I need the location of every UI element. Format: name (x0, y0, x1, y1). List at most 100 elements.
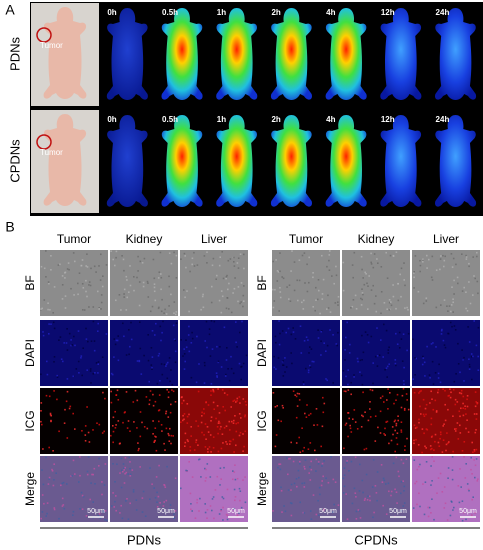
micrograph-texture (400, 429, 403, 431)
micrograph-texture (77, 330, 80, 332)
micrograph-texture (275, 368, 277, 370)
micrograph-texture (234, 464, 236, 466)
time-label: 24h (436, 8, 450, 17)
micrograph-texture (315, 513, 318, 516)
micrograph-texture (195, 381, 198, 384)
micrograph-texture (208, 446, 211, 448)
micrograph-texture (210, 320, 213, 322)
micrograph-texture (414, 482, 416, 485)
micrograph-texture (211, 509, 213, 512)
micrograph-texture (229, 258, 232, 260)
micrograph-texture (186, 415, 189, 418)
micrograph-texture (281, 330, 284, 332)
micrograph-texture (186, 439, 189, 441)
micrograph-texture (418, 418, 420, 421)
column-header: Liver (433, 232, 459, 246)
micrograph-texture (123, 296, 125, 298)
micrograph-texture (227, 368, 229, 370)
micrograph-texture (457, 282, 459, 285)
micrograph-texture (407, 309, 409, 311)
micrograph-texture (451, 286, 453, 288)
micrograph-texture (350, 431, 353, 433)
micrograph-texture (219, 346, 221, 348)
micrograph-texture (379, 432, 382, 434)
micrograph-texture (381, 395, 384, 398)
micrograph-texture (53, 327, 56, 330)
micrograph-texture (237, 286, 240, 288)
micrograph-texture (226, 274, 228, 277)
micrograph-texture (308, 472, 310, 474)
micrograph-texture (394, 450, 396, 453)
micrograph-texture (374, 415, 377, 417)
micrograph-texture (272, 392, 275, 394)
micrograph-texture (173, 517, 175, 519)
micrograph-texture (104, 397, 106, 400)
micrograph-texture (216, 405, 219, 407)
micrograph-texture (112, 416, 115, 419)
micrograph-texture (400, 295, 402, 298)
micrograph-texture (281, 276, 283, 278)
micrograph-texture (190, 508, 192, 511)
micrograph-texture (98, 265, 100, 267)
micrograph-texture (165, 412, 167, 415)
micrograph-texture (462, 395, 465, 398)
micrograph-texture (370, 252, 372, 255)
micrograph-texture (395, 332, 397, 335)
micrograph-texture (226, 297, 228, 299)
micrograph-texture (378, 354, 381, 356)
micrograph-texture (155, 322, 157, 325)
micrograph-texture (387, 352, 390, 354)
micrograph-texture (203, 408, 205, 410)
micrograph-texture (442, 254, 444, 257)
micrograph-texture (440, 329, 443, 332)
micrograph-texture (369, 408, 371, 410)
micrograph-texture (418, 392, 420, 394)
micrograph-texture (471, 514, 473, 516)
micrograph-texture (440, 255, 442, 257)
micrograph-texture (85, 515, 88, 517)
micrograph-texture (88, 281, 91, 283)
micrograph-texture (447, 310, 449, 312)
micrograph-texture (414, 374, 416, 376)
micrograph-texture (277, 466, 279, 469)
micrograph-texture (285, 331, 287, 334)
micrograph-texture (321, 480, 323, 482)
micrograph-texture (117, 399, 120, 401)
micrograph-texture (86, 470, 89, 473)
micrograph-texture (165, 313, 168, 315)
micrograph-texture (432, 408, 435, 411)
micrograph-texture (190, 342, 193, 344)
micrograph-texture (232, 400, 234, 402)
micrograph-texture (185, 469, 187, 472)
micrograph-texture (239, 402, 241, 404)
micrograph-texture (197, 390, 200, 393)
micrograph-texture (400, 510, 403, 512)
micrograph (180, 320, 248, 386)
micrograph-texture (277, 419, 280, 422)
micrograph-texture (367, 285, 369, 287)
micrograph-texture (167, 416, 170, 418)
micrograph-texture (332, 334, 334, 336)
micrograph-texture (430, 512, 432, 514)
micrograph-texture (82, 495, 85, 498)
micrograph-texture (426, 428, 429, 431)
micrograph-texture (439, 258, 442, 260)
micrograph-texture (242, 362, 245, 365)
micrograph-texture (212, 496, 215, 498)
micrograph-texture (88, 441, 91, 443)
micrograph-texture (70, 344, 72, 347)
micrograph-texture (86, 406, 88, 408)
micrograph-texture (298, 279, 301, 282)
micrograph-texture (424, 445, 426, 448)
micrograph-texture (184, 296, 186, 299)
micrograph-texture (291, 502, 293, 505)
micrograph-texture (360, 297, 362, 300)
micrograph-texture (322, 278, 325, 281)
micrograph-texture (235, 430, 238, 433)
micrograph-texture (63, 507, 66, 510)
micrograph-texture (89, 368, 92, 370)
micrograph-texture (315, 458, 318, 461)
micrograph-texture (42, 334, 45, 337)
micrograph-texture (337, 504, 340, 506)
